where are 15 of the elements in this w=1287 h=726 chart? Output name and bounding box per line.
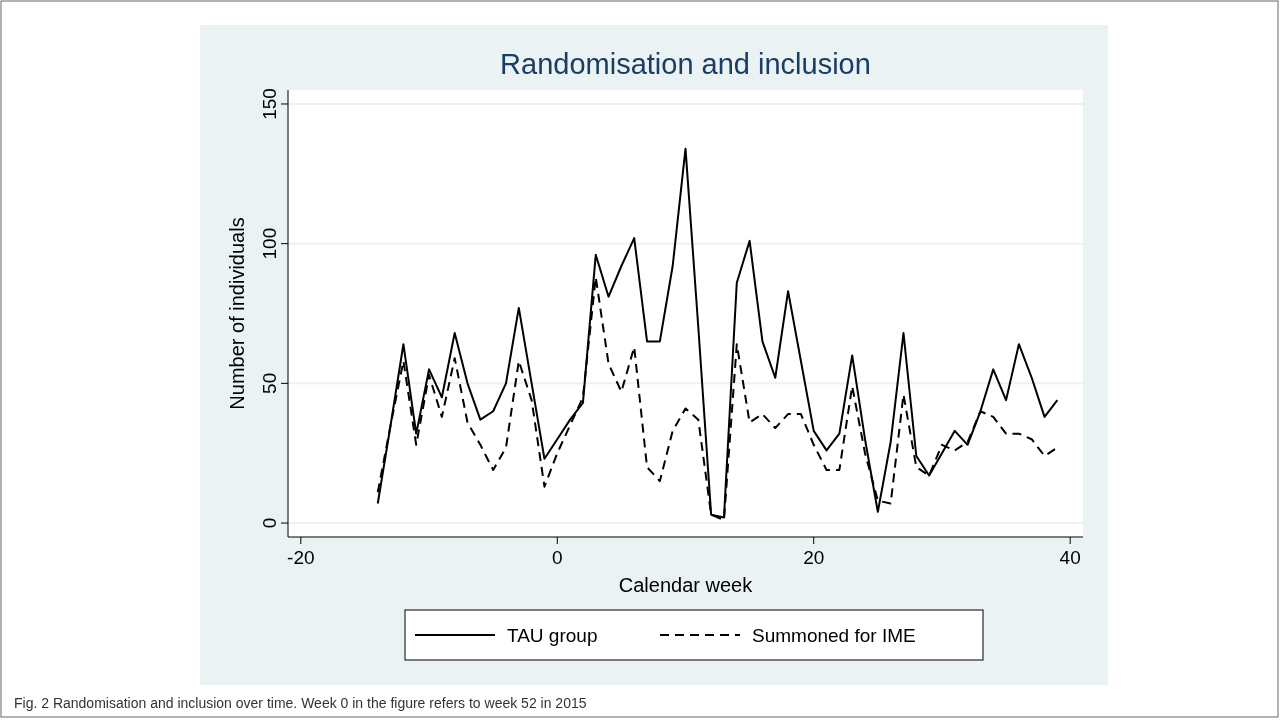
x-tick-label: -20 xyxy=(287,547,315,568)
line-series xyxy=(376,147,1059,519)
x-tick-label: 20 xyxy=(803,547,825,568)
chart-title: Randomisation and inclusion xyxy=(500,48,871,80)
y-tick-label: 100 xyxy=(259,227,280,260)
x-axis-title: Calendar week xyxy=(618,574,754,596)
legend-label: Summoned for IME xyxy=(752,625,916,646)
caption: Fig. 2 Randomisation and inclusion over time. Week 0 in the figure refers to week 52 in 2015 xyxy=(14,695,587,711)
x-tick-label: 0 xyxy=(551,547,563,568)
y-axis-title: Number of individuals xyxy=(226,217,248,410)
y-tick-label: 150 xyxy=(259,88,280,120)
y-tick-label: 0 xyxy=(259,517,280,529)
x-tick-label: 40 xyxy=(1059,547,1081,568)
legend-label: TAU group xyxy=(507,625,598,646)
y-tick-label: 50 xyxy=(259,372,280,394)
